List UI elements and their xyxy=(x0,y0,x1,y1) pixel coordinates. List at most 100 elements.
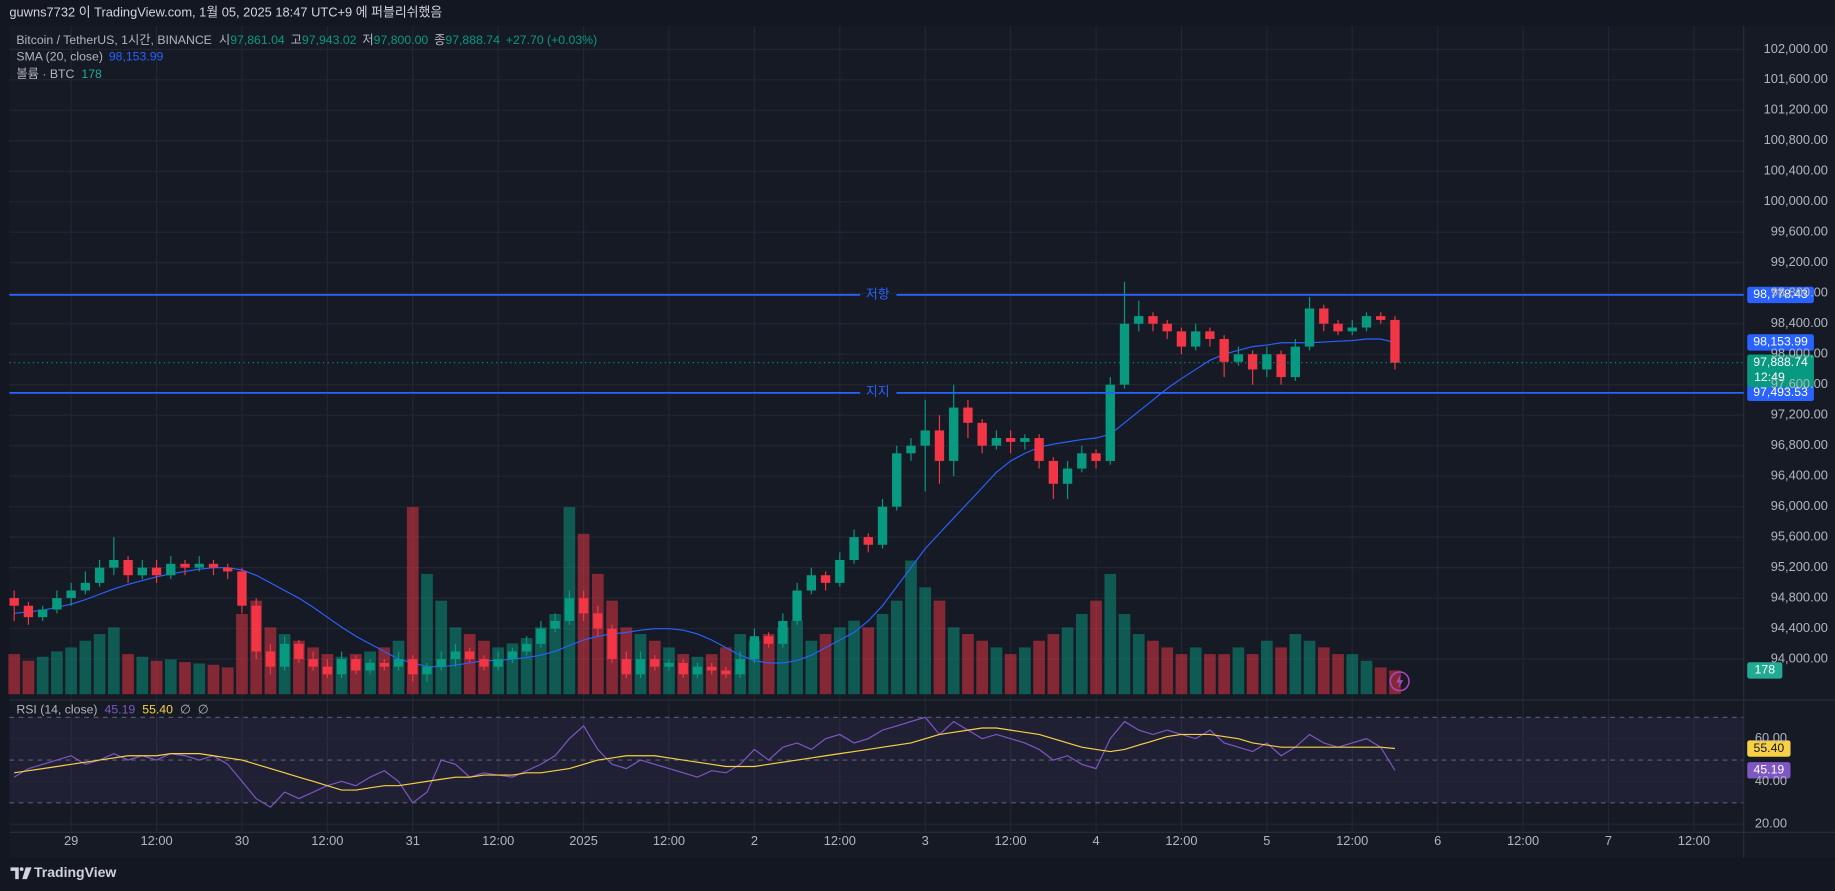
y-tick-label: 100,800.00 xyxy=(1764,132,1828,147)
candle-body xyxy=(194,563,204,568)
level-label: 지지 xyxy=(866,384,890,399)
candle-body xyxy=(650,659,660,667)
volume-bar xyxy=(762,634,775,695)
ohlc-value: 97,943.02 xyxy=(302,33,357,47)
volume-bar xyxy=(933,600,946,695)
candle-body xyxy=(977,422,987,446)
candle-body xyxy=(66,590,76,599)
volume-bar xyxy=(890,600,903,695)
x-tick-label: 31 xyxy=(406,833,420,848)
volume-bar xyxy=(905,560,917,695)
y-tick-label: 101,200.00 xyxy=(1764,102,1828,117)
x-tick-label: 12:00 xyxy=(824,833,856,848)
x-tick-label: 12:00 xyxy=(653,833,685,848)
candle-body xyxy=(1333,323,1343,332)
rsi-line xyxy=(13,716,1396,808)
candle-body xyxy=(664,662,674,667)
candle-body xyxy=(123,560,133,576)
volume-bar xyxy=(307,647,319,695)
candle-body xyxy=(1205,331,1215,339)
rsi-box xyxy=(1747,740,1791,757)
candle-body xyxy=(223,567,233,572)
candle-body xyxy=(365,662,375,671)
overlays: 저항 98,778.43 지지 97,493.53 98,153.99 97,888.74… xyxy=(9,286,1814,779)
indicator-lines xyxy=(13,338,1396,808)
candle-body xyxy=(1191,331,1201,347)
alert-icon[interactable] xyxy=(1389,671,1410,692)
y-tick-label: 102,000.00 xyxy=(1764,41,1828,56)
volume-bar xyxy=(1132,634,1145,695)
volume-bar xyxy=(1104,573,1117,695)
candle-body xyxy=(1148,316,1158,324)
candle-body xyxy=(1062,468,1073,484)
candle-body xyxy=(336,659,347,675)
rsi-box-label: 55.40 xyxy=(1754,741,1785,755)
candle-body xyxy=(151,567,162,576)
candle-body xyxy=(422,666,432,675)
candle-body xyxy=(1276,354,1286,378)
volume-bar xyxy=(107,627,120,695)
volume-name: 볼륨 · BTC xyxy=(16,67,74,81)
candle-body xyxy=(635,659,646,675)
candle-body xyxy=(1376,316,1386,320)
x-tick-label: 12:00 xyxy=(1165,833,1197,848)
volume-bar xyxy=(990,647,1003,695)
volume-bar xyxy=(1261,640,1273,695)
logo-mark xyxy=(10,867,32,880)
legend-main: Bitcoin / TetherUS, 1시간, BINANCE 시97,861.… xyxy=(16,33,597,47)
volume-bar xyxy=(1019,647,1031,695)
y-tick-label: 94,800.00 xyxy=(1771,590,1828,605)
volume-bar xyxy=(1374,667,1387,695)
candle-body xyxy=(351,659,361,671)
candle-body xyxy=(806,575,817,591)
logo-dot xyxy=(19,867,24,872)
candle-body xyxy=(1361,316,1372,328)
volume-bar xyxy=(791,620,803,695)
volume-bar xyxy=(506,643,519,695)
x-tick-label: 3 xyxy=(922,833,929,848)
volume-bar xyxy=(136,656,149,695)
volume-bar xyxy=(919,587,932,695)
volume-bar xyxy=(293,640,305,695)
candle-body xyxy=(393,659,404,667)
volume-bar xyxy=(1389,670,1401,695)
candle-body xyxy=(735,659,745,675)
logo-text: TradingView xyxy=(34,864,116,880)
candle-body xyxy=(920,430,930,446)
y-tick-label: 95,600.00 xyxy=(1771,529,1828,544)
level-label: 저항 xyxy=(866,286,890,301)
y-tick-label: 95,200.00 xyxy=(1771,559,1828,574)
price-box-label: 97,493.53 xyxy=(1753,385,1808,399)
price-box-label: 98,153.99 xyxy=(1753,335,1808,349)
volume-bar xyxy=(1047,634,1060,695)
y-tick-label: 98,000.00 xyxy=(1771,346,1828,361)
rsi-extra: ∅ xyxy=(198,703,209,717)
candle-body xyxy=(251,605,261,652)
candle-body xyxy=(678,662,688,675)
candle-body xyxy=(536,628,546,644)
candle-body xyxy=(877,506,888,545)
logo[interactable]: TradingView xyxy=(10,864,117,880)
candle-body xyxy=(863,537,873,545)
candle-body xyxy=(721,670,731,675)
x-tick-label: 29 xyxy=(64,833,78,848)
candle-body xyxy=(379,662,389,667)
candle-body xyxy=(237,571,247,606)
candle-body xyxy=(849,537,859,561)
candle-body xyxy=(94,567,105,583)
volume-bar xyxy=(179,662,191,695)
volume-bar xyxy=(947,627,960,695)
volume-bar xyxy=(976,640,989,695)
candle-body xyxy=(991,438,1002,446)
volume-bar xyxy=(663,647,675,695)
volume-bar xyxy=(463,634,476,695)
candle-body xyxy=(408,659,418,675)
volume-bar xyxy=(79,640,92,695)
y-tick-label: 98,400.00 xyxy=(1771,315,1828,330)
volume-bar xyxy=(122,654,134,695)
candle-body xyxy=(1020,438,1030,442)
volume-bar xyxy=(492,647,505,695)
ohlc-label: 종 xyxy=(434,33,445,47)
candle-body xyxy=(9,598,19,606)
candle-body xyxy=(550,620,560,629)
